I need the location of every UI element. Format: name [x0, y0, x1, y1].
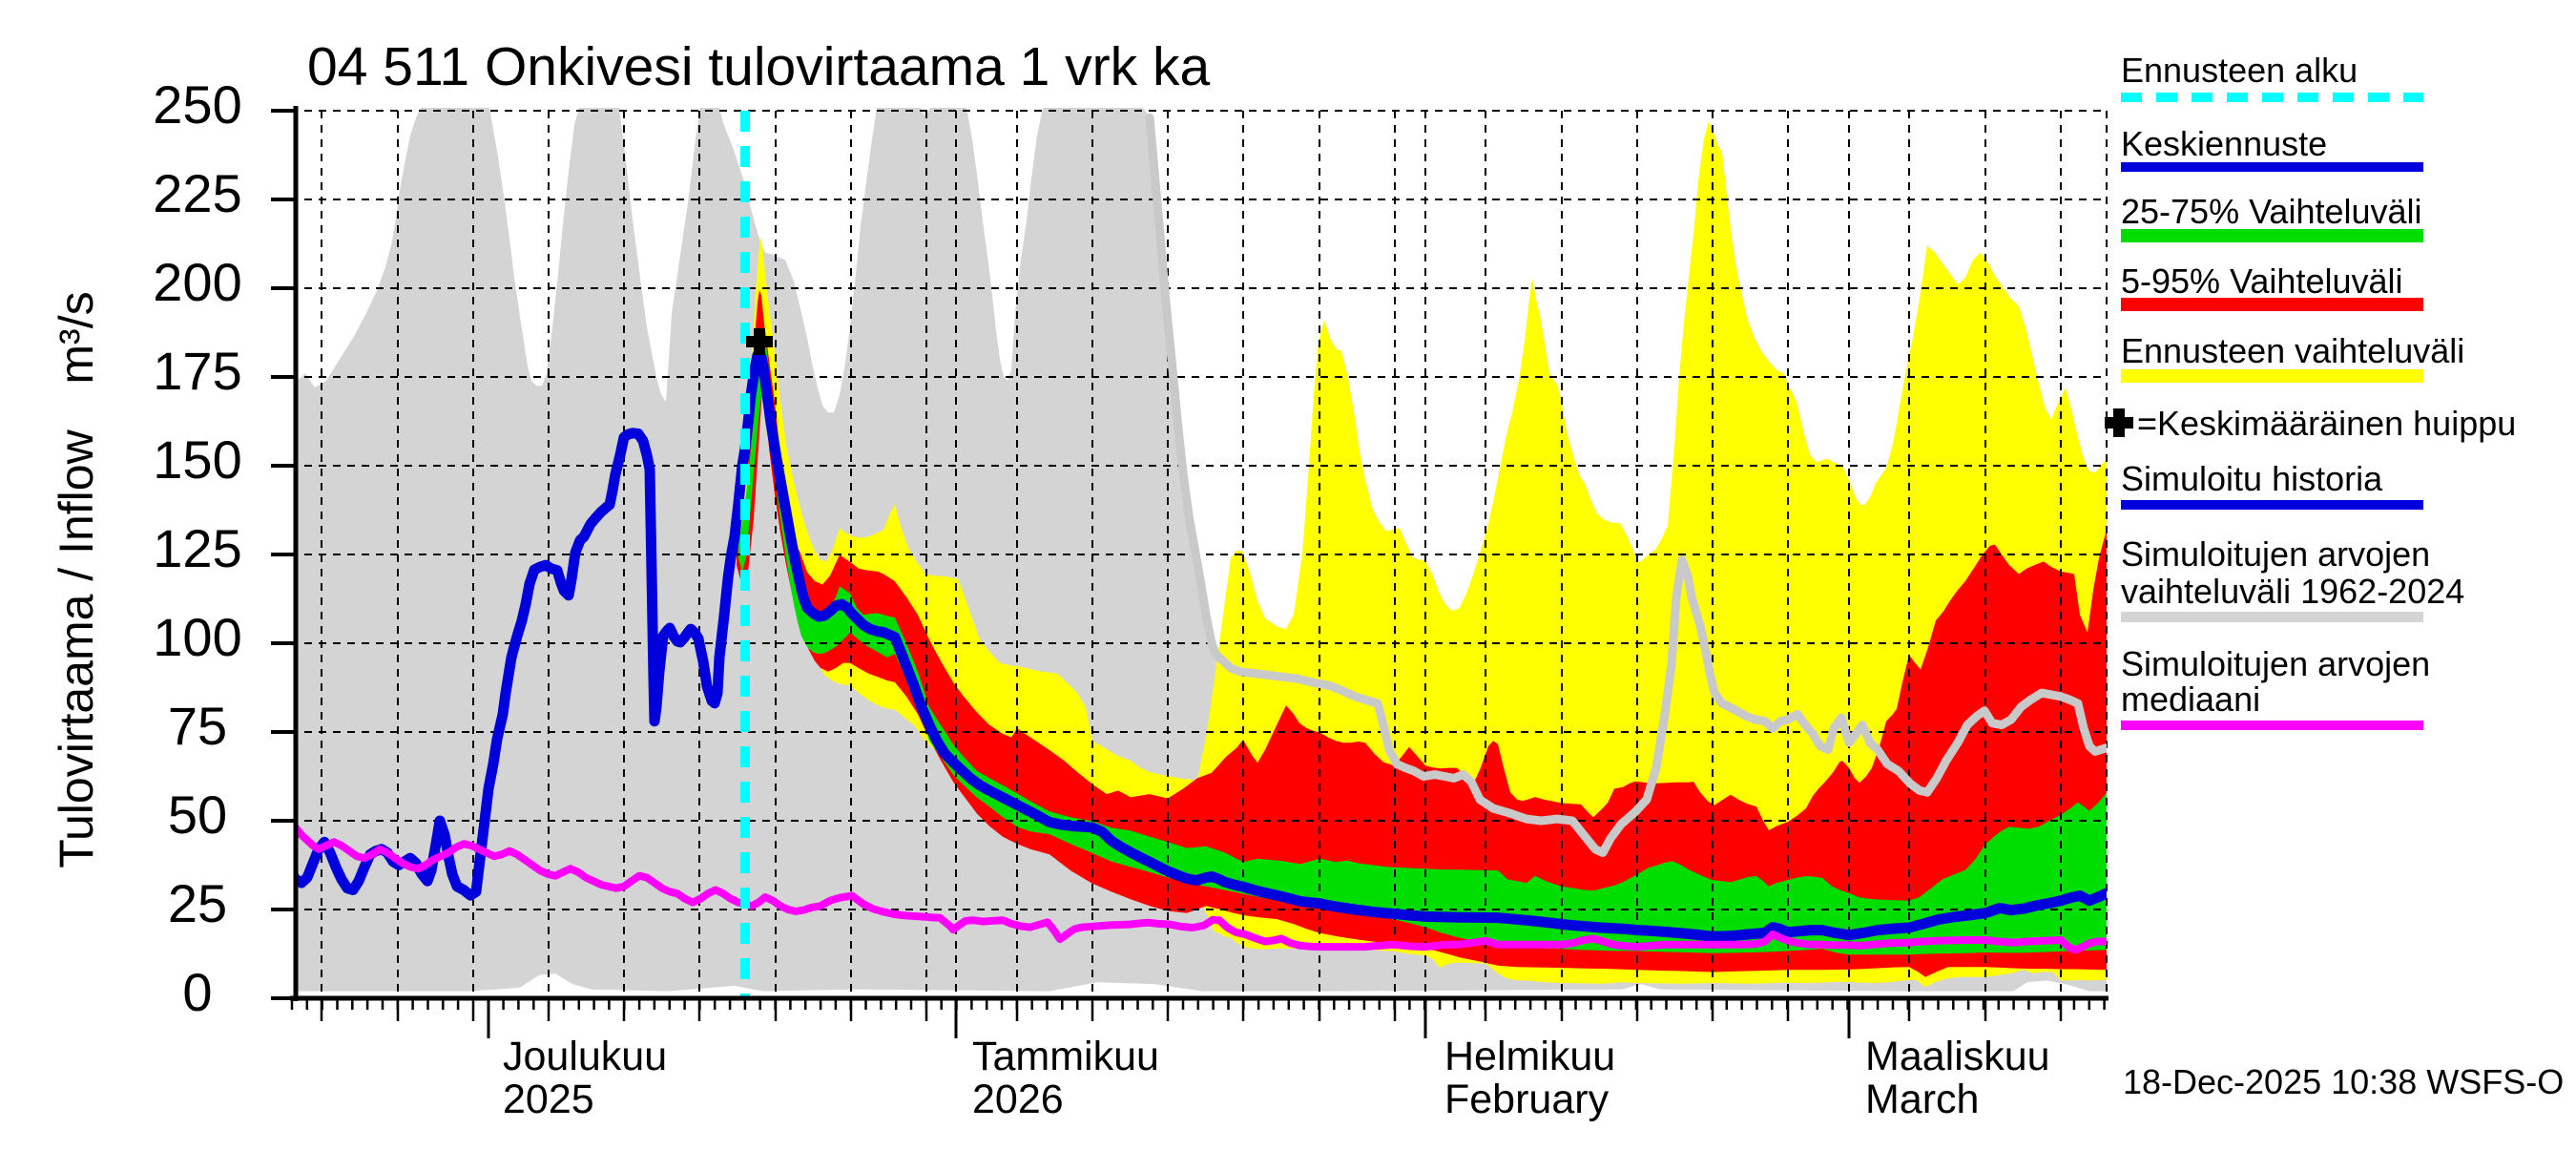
- svg-text:225: 225: [153, 163, 241, 223]
- svg-text:Joulukuu: Joulukuu: [503, 1034, 667, 1079]
- svg-text:175: 175: [153, 341, 241, 401]
- svg-text:25: 25: [168, 873, 227, 933]
- svg-text:Tammikuu: Tammikuu: [972, 1034, 1159, 1079]
- svg-text:Simuloitujen arvojen: Simuloitujen arvojen: [2121, 534, 2430, 574]
- svg-text:75: 75: [168, 696, 227, 756]
- svg-text:125: 125: [153, 518, 241, 578]
- svg-text:Ennusteen vaihteluväli: Ennusteen vaihteluväli: [2121, 331, 2464, 370]
- svg-text:2025: 2025: [503, 1077, 594, 1122]
- svg-text:March: March: [1865, 1077, 1979, 1122]
- svg-text:25-75% Vaihteluväli: 25-75% Vaihteluväli: [2121, 192, 2422, 231]
- svg-text:100: 100: [153, 607, 241, 667]
- svg-text:5-95% Vaihteluväli: 5-95% Vaihteluväli: [2121, 261, 2403, 301]
- svg-text:Maaliskuu: Maaliskuu: [1865, 1034, 2050, 1079]
- svg-text:Keskiennuste: Keskiennuste: [2121, 124, 2327, 163]
- svg-text:150: 150: [153, 429, 241, 490]
- svg-text:Helmikuu: Helmikuu: [1444, 1034, 1615, 1079]
- svg-text:200: 200: [153, 252, 241, 312]
- svg-text:Ennusteen alku: Ennusteen alku: [2121, 51, 2358, 90]
- svg-text:Tulovirtaama / Inflow: Tulovirtaama / Inflow: [50, 429, 103, 868]
- svg-text:February: February: [1444, 1077, 1610, 1122]
- svg-text:04 511 Onkivesi tulovirtaama 1: 04 511 Onkivesi tulovirtaama 1 vrk ka: [307, 36, 1211, 97]
- svg-text:m³/s: m³/s: [50, 291, 103, 384]
- svg-text:Simuloitu historia: Simuloitu historia: [2121, 459, 2383, 498]
- svg-text:18-Dec-2025 10:38 WSFS-O: 18-Dec-2025 10:38 WSFS-O: [2123, 1062, 2564, 1101]
- svg-text:=Keskimääräinen huippu: =Keskimääräinen huippu: [2137, 404, 2516, 443]
- svg-text:0: 0: [182, 962, 212, 1022]
- svg-text:250: 250: [153, 74, 241, 135]
- svg-text:50: 50: [168, 784, 227, 845]
- svg-text:Simuloitujen arvojen: Simuloitujen arvojen: [2121, 644, 2430, 683]
- svg-text:2026: 2026: [972, 1077, 1064, 1122]
- svg-text:vaihteluväli 1962-2024: vaihteluväli 1962-2024: [2121, 572, 2464, 611]
- svg-text:mediaani: mediaani: [2121, 680, 2260, 719]
